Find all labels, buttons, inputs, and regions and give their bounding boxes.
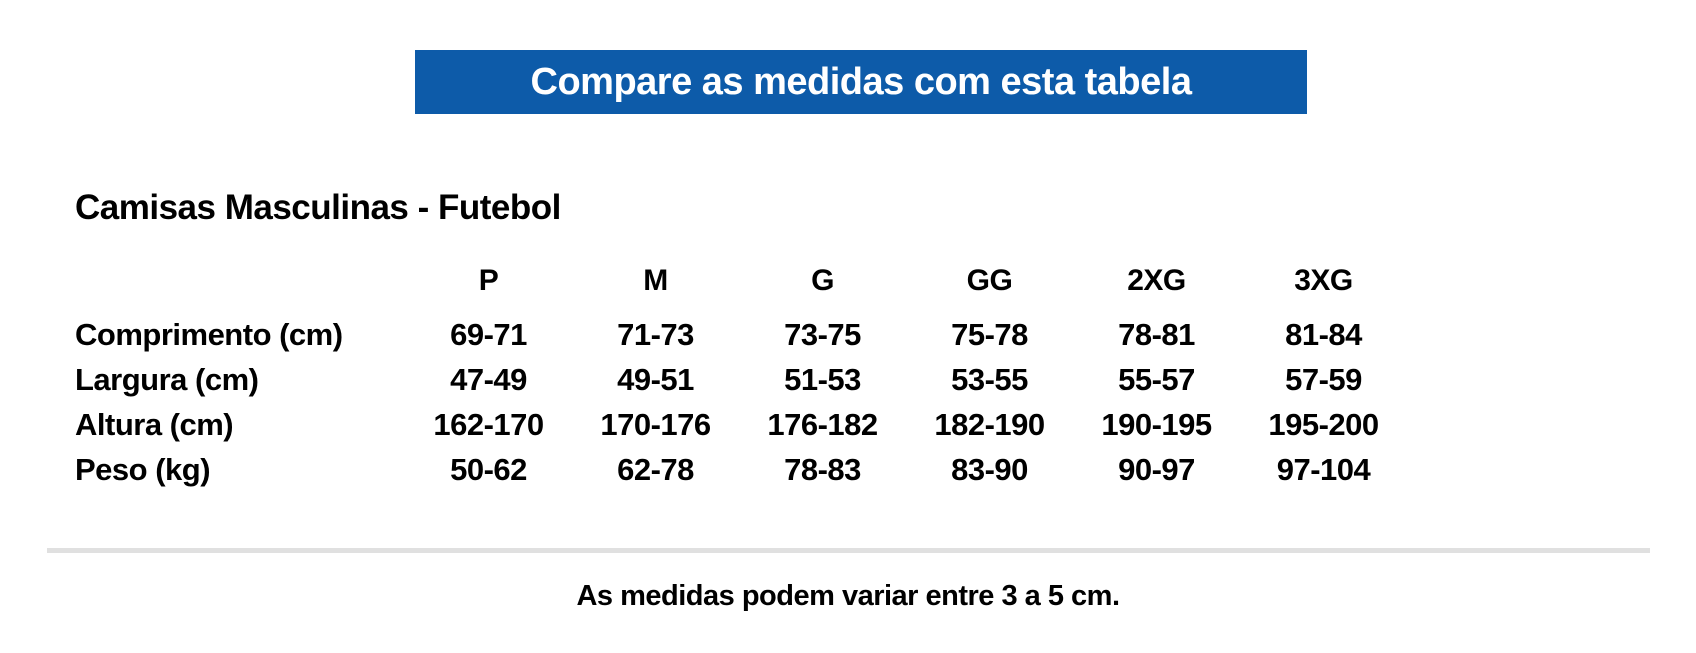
divider [47,548,1650,553]
size-value-cell: 71-73 [617,316,694,352]
size-value-cell: 176-182 [767,406,878,442]
column-header-g: G [811,264,834,297]
size-value-cell: 182-190 [934,406,1045,442]
banner-title: Compare as medidas com esta tabela [530,60,1192,103]
size-value-cell: 81-84 [1285,316,1362,352]
size-value-cell: 78-83 [784,451,861,487]
size-value-cell: 57-59 [1285,361,1362,397]
size-value-cell: 78-81 [1118,316,1195,352]
row-label: Largura (cm) [75,361,259,397]
size-value-cell: 53-55 [951,361,1028,397]
size-value-cell: 47-49 [450,361,527,397]
row-label: Altura (cm) [75,406,234,442]
table-row-largura: Largura (cm) 47-49 49-51 51-53 53-55 55-… [75,357,1407,402]
column-header-gg: GG [966,264,1013,297]
table-row-altura: Altura (cm) 162-170 170-176 176-182 182-… [75,402,1407,447]
table-row-comprimento: Comprimento (cm) 69-71 71-73 73-75 75-78… [75,312,1407,357]
column-header-3xg: 3XG [1294,264,1353,297]
size-value-cell: 50-62 [450,451,527,487]
row-label: Peso (kg) [75,451,211,487]
size-value-cell: 90-97 [1118,451,1195,487]
footer-note: As medidas podem variar entre 3 a 5 cm. [576,580,1120,612]
size-value-cell: 49-51 [617,361,694,397]
size-value-cell: 69-71 [450,316,527,352]
column-header-p: P [478,264,499,297]
size-value-cell: 162-170 [433,406,544,442]
size-value-cell: 51-53 [784,361,861,397]
column-header-2xg: 2XG [1127,264,1186,297]
table-header-row: P M G GG 2XG 3XG [75,250,1407,312]
size-value-cell: 83-90 [951,451,1028,487]
size-value-cell: 97-104 [1276,451,1371,487]
row-label: Comprimento (cm) [75,316,343,352]
size-value-cell: 170-176 [600,406,711,442]
banner: Compare as medidas com esta tabela [415,50,1307,114]
size-table: P M G GG 2XG 3XG Comprimento (cm) 69-71 … [75,250,1407,492]
size-value-cell: 62-78 [617,451,694,487]
table-row-peso: Peso (kg) 50-62 62-78 78-83 83-90 90-97 … [75,447,1407,492]
size-value-cell: 190-195 [1101,406,1212,442]
size-value-cell: 195-200 [1268,406,1379,442]
corner-cell [75,250,405,312]
size-value-cell: 75-78 [951,316,1028,352]
section-title: Camisas Masculinas - Futebol [75,188,561,227]
column-header-m: M [643,264,668,297]
size-value-cell: 55-57 [1118,361,1195,397]
size-value-cell: 73-75 [784,316,861,352]
